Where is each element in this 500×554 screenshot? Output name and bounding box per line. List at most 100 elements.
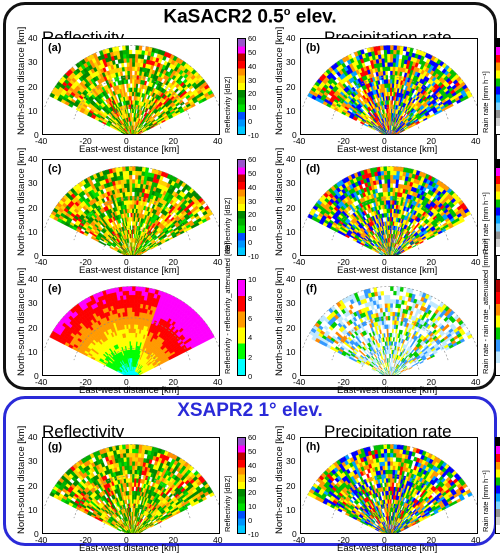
ytick-h-2: 20	[286, 480, 296, 491]
radar-image-c	[43, 166, 219, 255]
panel-h: (h) 40 30 20 10 0 -40 -20 0 20 40 North-south dista…	[274, 426, 500, 554]
xlabel-f: East-west distance [km]	[337, 385, 438, 396]
xsapr2-title: XSAPR2 1° elev.	[177, 400, 323, 421]
plot-area-e: (e)	[42, 279, 220, 376]
panel-label-g: (g)	[46, 441, 65, 453]
xtick-d-0: -40	[293, 257, 306, 267]
ylabel-e: North-south distance [km]	[16, 267, 27, 376]
xlabel-h: East-west distance [km]	[337, 543, 438, 554]
cbar-tick-a-1: 50	[248, 47, 257, 57]
cbar-tick-c-5: 10	[248, 224, 257, 234]
cbar-tick-g-1: 50	[248, 446, 257, 456]
xlabel-a: East-west distance [km]	[79, 144, 180, 155]
panel-label-c: (c)	[46, 163, 64, 175]
ylabel-a: North-south distance [km]	[16, 26, 27, 135]
panel-label-f: (f)	[304, 283, 319, 295]
ylabel-h: North-south distance [km]	[274, 425, 285, 534]
ytick-a-0: 40	[28, 33, 38, 43]
xtick-e-4: 40	[213, 377, 223, 387]
cbar-tick-a-3: 30	[248, 75, 257, 85]
xtick-a-1: -20	[79, 136, 92, 146]
ylabel-b: North-south distance [km]	[274, 26, 285, 135]
ytick-a-2: 20	[28, 81, 38, 92]
cbar-label-e: Reflectivity - reflectivity_attenuated […	[223, 242, 232, 374]
xtick-a-3: 20	[168, 136, 178, 146]
panel-c: (c) 40 30 20 10 0 -40 -20 0 20 40 North-south dista…	[16, 148, 278, 276]
panel-f: (f) 40 30 20 10 0 -40 -20 0 20 40 North-south dista…	[274, 238, 500, 396]
ytick-f-1: 30	[286, 298, 296, 309]
xtick-a-0: -40	[35, 136, 48, 146]
xtick-f-2: 0	[382, 377, 387, 387]
ytick-d-3: 10	[286, 226, 296, 237]
xtick-e-0: -40	[35, 377, 48, 387]
ytick-d-2: 20	[286, 202, 296, 213]
ytick-h-3: 10	[286, 504, 296, 515]
ytick-f-0: 40	[286, 274, 296, 284]
cbar-label-g: Reflectivity [dBZ]	[223, 475, 232, 532]
colorbar-b	[495, 38, 500, 135]
xlabel-c: East-west distance [km]	[79, 265, 180, 276]
ytick-a-1: 30	[28, 57, 38, 68]
panel-b: (b) 40 30 20 10 0 -40 -20 0 20 40 North-south dista…	[274, 27, 500, 155]
xlabel-b: East-west distance [km]	[337, 144, 438, 155]
xtick-g-2: 0	[124, 535, 129, 545]
ytick-e-4: 0	[34, 371, 39, 381]
reflectivity-header-bottom: Reflectivity	[42, 422, 125, 441]
ytick-g-3: 10	[28, 504, 38, 515]
cbar-tick-c-1: 50	[248, 168, 257, 178]
xtick-e-3: 20	[168, 377, 178, 387]
xtick-f-3: 20	[426, 377, 436, 387]
colorbar-h	[495, 437, 500, 534]
ytick-e-2: 20	[28, 322, 38, 333]
colorbar-a	[237, 38, 246, 135]
colorbar-e	[237, 279, 246, 376]
cbar-tick-e-2: 6	[248, 313, 253, 323]
xtick-f-0: -40	[293, 377, 306, 387]
panel-g: (g) 40 30 20 10 0 -40 -20 0 20 40 North-south dista…	[16, 426, 278, 554]
ytick-g-4: 0	[34, 529, 39, 539]
xtick-g-0: -40	[35, 535, 48, 545]
ytick-h-4: 0	[292, 529, 297, 539]
plot-area-g: (g)	[42, 437, 220, 534]
ytick-c-3: 10	[28, 226, 38, 237]
ytick-e-0: 40	[28, 274, 38, 284]
cbar-tick-e-5: 0	[248, 372, 253, 381]
cbar-tick-a-4: 20	[248, 89, 257, 99]
panel-d: (d) 40 30 20 10 0 -40 -20 0 20 40 North-south dista…	[274, 148, 500, 276]
xtick-a-2: 0	[124, 136, 129, 146]
radar-image-a	[43, 45, 219, 134]
panel-label-h: (h)	[304, 441, 323, 453]
xlabel-e: East-west distance [km]	[79, 385, 180, 396]
kasacr2-title: KaSACR2 0.5o elev.	[163, 6, 337, 28]
cbar-tick-e-3: 4	[248, 333, 253, 343]
xtick-a-4: 40	[213, 136, 223, 146]
xtick-h-1: -20	[337, 535, 350, 545]
cbar-tick-g-7: -10	[248, 530, 259, 539]
cbar-tick-a-6: 0	[248, 117, 253, 127]
xtick-g-4: 40	[213, 535, 223, 545]
ytick-c-2: 20	[28, 202, 38, 213]
cbar-label-h: Rain rate [mm h⁻¹]	[481, 470, 490, 532]
cbar-tick-e-0: 10	[248, 275, 257, 284]
plot-area-a: (a)	[42, 38, 220, 135]
ytick-g-2: 20	[28, 480, 38, 491]
ytick-d-1: 30	[286, 178, 296, 189]
xtick-c-4: 40	[213, 257, 223, 267]
cbar-tick-c-0: 60	[248, 155, 257, 164]
ytick-f-3: 10	[286, 346, 296, 357]
ytick-c-1: 30	[28, 178, 38, 189]
xtick-h-4: 40	[471, 535, 481, 545]
xlabel-d: East-west distance [km]	[337, 265, 438, 276]
xtick-c-3: 20	[168, 257, 178, 267]
panel-label-a: (a)	[46, 42, 64, 54]
radar-image-b	[301, 45, 477, 134]
radar-image-f	[301, 286, 477, 375]
cbar-tick-c-3: 30	[248, 196, 257, 206]
radar-image-g	[43, 444, 219, 533]
cbar-tick-c-2: 40	[248, 182, 257, 192]
cbar-tick-a-2: 40	[248, 61, 257, 71]
ytick-b-4: 0	[292, 130, 297, 140]
ylabel-c: North-south distance [km]	[16, 147, 27, 256]
ylabel-d: North-south distance [km]	[274, 147, 285, 256]
panel-label-b: (b)	[304, 42, 323, 54]
